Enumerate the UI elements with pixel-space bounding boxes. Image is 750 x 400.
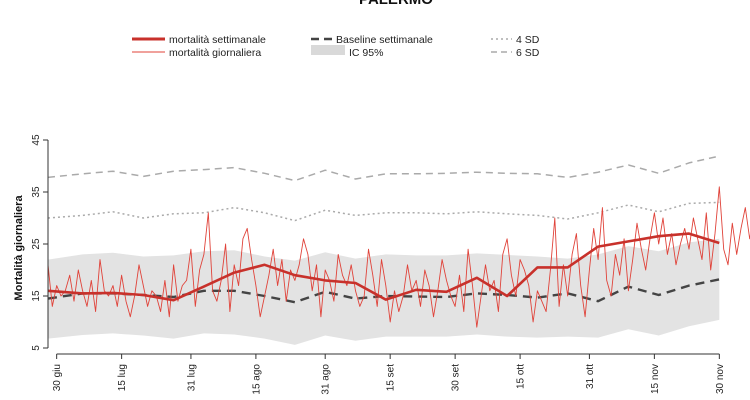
x-tick-label: 30 nov: [715, 364, 726, 394]
legend-item-baseline: Baseline settimanale: [311, 34, 433, 46]
legend-label-6sd: 6 SD: [516, 47, 540, 59]
series-layer: [47, 155, 750, 328]
legend-swatch-ci: [311, 45, 345, 55]
x-tick-label: 15 lug: [117, 364, 128, 391]
x-tick-label: 15 nov: [650, 364, 661, 394]
legend-label-4sd: 4 SD: [516, 34, 540, 46]
legend-label-daily: mortalità giornaliera: [169, 47, 261, 59]
ci-band-layer: [48, 238, 720, 345]
x-tick-label: 30 giu: [52, 364, 63, 391]
x-tick-label: 31 ago: [321, 364, 332, 395]
y-axis-label: Mortalità giornaliera: [13, 195, 25, 301]
chart-title: PALERMO: [359, 0, 433, 8]
legend-item-daily: mortalità giornaliera: [132, 47, 261, 59]
weekly-mortality-line: [47, 232, 720, 302]
legend-item-ci: IC 95%: [311, 45, 383, 59]
y-tick-label: 5: [31, 345, 42, 351]
axes-layer: 5 15 25 35 45 30 giu 15 lug 31 lug 15 ago 31 ago 1…: [31, 134, 726, 395]
y-tick-label: 25: [31, 238, 42, 250]
x-tick-label: 31 lug: [186, 364, 197, 391]
legend-label-baseline: Baseline settimanale: [336, 34, 433, 46]
sd6-threshold-line: [47, 155, 720, 182]
x-tick-label: 15 ago: [251, 364, 262, 395]
x-tick-label: 15 ott: [516, 364, 527, 389]
ci-band: [48, 238, 720, 345]
legend: mortalità settimanale mortalità giornali…: [132, 34, 540, 59]
x-tick-label: 31 ott: [585, 364, 596, 389]
y-tick-label: 15: [31, 290, 42, 302]
sd4-threshold-line: [47, 201, 720, 222]
x-tick-label: 15 set: [386, 364, 397, 391]
legend-label-weekly: mortalità settimanale: [169, 34, 266, 46]
legend-label-ci: IC 95%: [349, 47, 383, 59]
y-tick-label: 45: [31, 134, 42, 146]
y-tick-label: 35: [31, 186, 42, 198]
x-tick-label: 30 set: [451, 364, 462, 391]
legend-item-weekly: mortalità settimanale: [132, 34, 266, 46]
legend-item-6sd: 6 SD: [491, 47, 540, 59]
legend-item-4sd: 4 SD: [491, 34, 540, 46]
